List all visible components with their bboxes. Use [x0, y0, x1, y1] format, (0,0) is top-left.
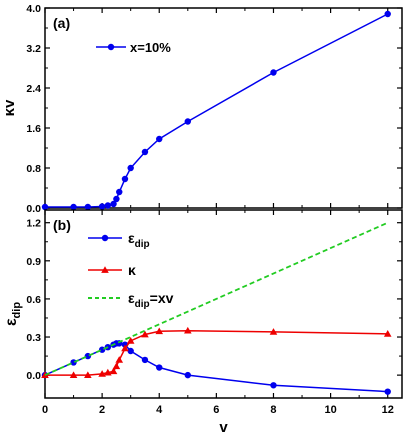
plot-frame: [44, 209, 403, 399]
data-point: [70, 203, 77, 211]
legend-marker: [107, 43, 115, 51]
data-point: [113, 195, 120, 203]
data-point: [127, 347, 134, 355]
data-point: [69, 371, 78, 378]
data-point: [156, 364, 163, 371]
series-line: [44, 342, 388, 393]
data-point: [184, 118, 191, 125]
y-tick-label: 1.6: [26, 123, 41, 135]
data-point: [70, 359, 77, 366]
data-point: [84, 203, 92, 211]
data-point: [121, 175, 129, 183]
y-tick-label: 0.8: [26, 163, 41, 175]
data-point: [156, 135, 163, 143]
data-point: [141, 356, 149, 364]
x-axis-label: v: [219, 419, 228, 436]
data-point: [84, 371, 92, 378]
y-tick-label: 0.3: [26, 332, 41, 344]
y-axis-label: εdip: [3, 302, 23, 326]
panel-label: (b): [53, 217, 71, 233]
data-point: [184, 326, 192, 334]
x-tick-label: 4: [156, 404, 163, 416]
y-tick-label: 3.2: [26, 43, 41, 55]
y-tick-label: 0.0: [26, 370, 41, 382]
data-point: [384, 388, 391, 395]
data-point: [116, 188, 123, 196]
legend-marker: [101, 234, 109, 242]
data-point: [98, 370, 106, 377]
legend-marker: [101, 266, 109, 273]
data-point: [127, 164, 134, 172]
legend-label: κ: [128, 262, 136, 278]
legend-label: εdip=xv: [128, 290, 174, 310]
data-point: [115, 356, 124, 363]
data-point: [384, 10, 391, 18]
y-tick-label: 0.0: [26, 203, 41, 215]
plot-frame: [44, 7, 403, 209]
y-tick-label: 0.6: [26, 294, 41, 306]
x-tick-label: 12: [382, 404, 394, 416]
panel-a: 0.0 0.8 1.6 2.4 3.2 4.0 (a) κv x=10%: [1, 3, 403, 215]
legend-label: εdip: [128, 230, 150, 250]
data-point: [110, 200, 117, 208]
data-point: [126, 337, 135, 344]
y-tick-label: 4.0: [26, 3, 41, 15]
data-point: [112, 362, 121, 370]
x-tick-label: 0: [42, 404, 48, 416]
y-axis-label: κv: [1, 99, 18, 116]
x-tick-label: 2: [99, 404, 105, 416]
x-tick-label: 6: [213, 404, 219, 416]
x-tick-label: 8: [270, 404, 276, 416]
data-point: [383, 330, 392, 337]
y-tick-label: 0.9: [26, 256, 41, 268]
data-point: [121, 344, 129, 352]
data-point: [141, 330, 149, 338]
data-point: [270, 382, 277, 389]
panel-label: (a): [53, 15, 70, 31]
data-point: [104, 368, 112, 376]
data-point: [155, 327, 164, 335]
data-point: [269, 328, 278, 335]
data-point: [270, 69, 277, 76]
data-point: [109, 367, 118, 375]
series-line: [44, 221, 389, 376]
y-tick-label: 1.2: [26, 218, 41, 230]
data-point: [104, 202, 112, 209]
x-tick-label: 10: [324, 404, 336, 416]
series-line: [45, 13, 389, 208]
y-tick-label: 2.4: [26, 83, 41, 95]
panel-b: 0 2 4 6 8 10 12 0.0 0.3 0.6 0.9 1.2 (b) εdip v εdip κ εdi…: [3, 209, 403, 436]
legend-label: x=10%: [130, 40, 171, 55]
data-point: [98, 203, 106, 210]
data-point: [184, 371, 191, 379]
data-point: [41, 203, 49, 211]
data-point: [141, 148, 149, 156]
